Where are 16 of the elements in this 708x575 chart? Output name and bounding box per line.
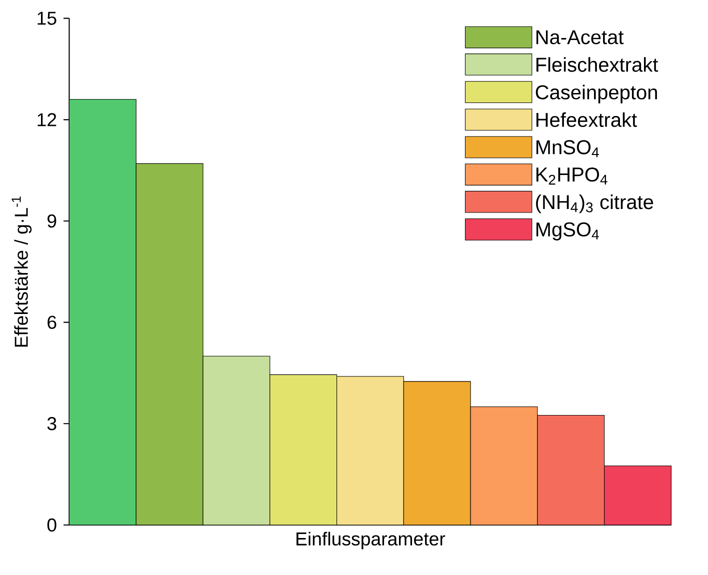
y-tick-label: 0 (47, 518, 56, 532)
legend-label: (NH$_{4}$)$_{3}$ citrate (536, 194, 654, 214)
y-tick-label: 6 (48, 316, 56, 329)
legend-label: Hefeextrakt (536, 112, 637, 127)
y-tick-label: 15 (38, 12, 56, 25)
legend-label: MgSO$_{4}$ (536, 222, 599, 240)
y-tick-label: 9 (48, 214, 56, 228)
y-tick-label: 3 (47, 417, 56, 430)
legend-label: Fleischextrakt (536, 57, 658, 72)
y-axis-title: Effektstärke / g·L$^{-1}$ (12, 196, 32, 347)
legend-label: K$_{2}$HPO$_{4}$ (536, 167, 608, 185)
legend-label: Na-Acetat (536, 30, 624, 44)
legend-label: MnSO$_{4}$ (536, 140, 599, 158)
legend-label: Caseinpepton (536, 84, 657, 104)
y-tick-label: 12 (38, 113, 56, 126)
x-axis-title: Einflussparameter (296, 532, 446, 550)
